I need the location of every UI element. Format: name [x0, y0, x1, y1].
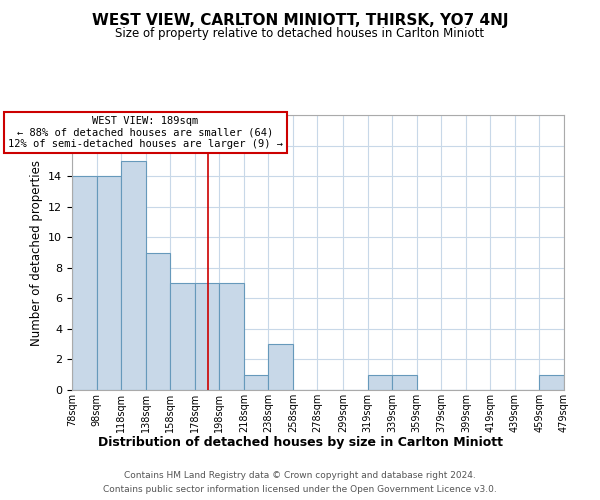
- Text: Distribution of detached houses by size in Carlton Miniott: Distribution of detached houses by size …: [97, 436, 503, 449]
- Bar: [392, 374, 417, 390]
- Y-axis label: Number of detached properties: Number of detached properties: [29, 160, 43, 346]
- Bar: [219, 283, 244, 390]
- Bar: [97, 176, 121, 390]
- Text: Contains HM Land Registry data © Crown copyright and database right 2024.: Contains HM Land Registry data © Crown c…: [124, 472, 476, 480]
- Text: Size of property relative to detached houses in Carlton Miniott: Size of property relative to detached ho…: [115, 28, 485, 40]
- Bar: [194, 283, 219, 390]
- Text: WEST VIEW, CARLTON MINIOTT, THIRSK, YO7 4NJ: WEST VIEW, CARLTON MINIOTT, THIRSK, YO7 …: [92, 12, 508, 28]
- Bar: [121, 161, 146, 390]
- Text: WEST VIEW: 189sqm
← 88% of detached houses are smaller (64)
12% of semi-detached: WEST VIEW: 189sqm ← 88% of detached hous…: [8, 116, 283, 149]
- Bar: [170, 283, 194, 390]
- Bar: [244, 374, 268, 390]
- Bar: [268, 344, 293, 390]
- Bar: [539, 374, 564, 390]
- Bar: [146, 252, 170, 390]
- Bar: [72, 176, 97, 390]
- Text: Contains public sector information licensed under the Open Government Licence v3: Contains public sector information licen…: [103, 484, 497, 494]
- Bar: [368, 374, 392, 390]
